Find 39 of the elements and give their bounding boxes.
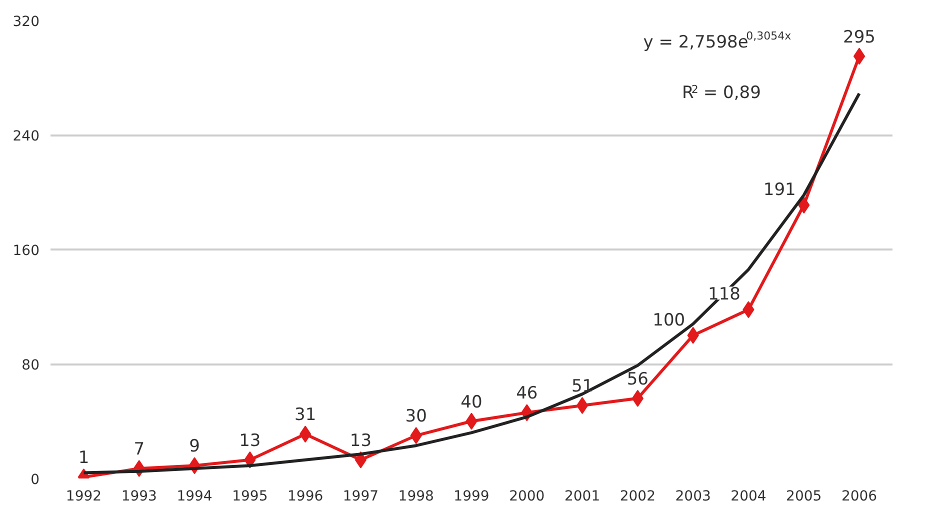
x-tick-label: 2002 xyxy=(620,488,656,504)
data-label: 46 xyxy=(516,384,538,404)
data-label: 1 xyxy=(78,448,90,468)
x-tick-label: 2004 xyxy=(730,488,766,504)
y-tick-label: 80 xyxy=(22,358,40,374)
x-tick-label: 2000 xyxy=(509,488,545,504)
x-tick-label: 1998 xyxy=(398,488,434,504)
y-tick-label: 0 xyxy=(30,472,40,488)
y-tick-label: 240 xyxy=(12,128,40,144)
data-label: 7 xyxy=(134,439,145,460)
data-label: 51 xyxy=(571,376,594,397)
point xyxy=(299,426,312,443)
x-tick-label: 1996 xyxy=(288,488,324,504)
y-tick-label: 160 xyxy=(12,243,40,259)
x-tick-label: 1993 xyxy=(121,488,157,504)
x-tick-label: 2005 xyxy=(786,488,822,504)
data-label: 31 xyxy=(294,405,316,426)
data-label: 191 xyxy=(763,180,796,200)
data-label: 9 xyxy=(189,436,200,457)
x-tick-label: 2006 xyxy=(841,488,878,504)
x-tick-label: 1994 xyxy=(176,488,212,504)
data-label: 295 xyxy=(843,27,876,48)
x-tick-label: 1992 xyxy=(66,488,102,504)
data-label: 56 xyxy=(626,369,649,390)
data-label: 118 xyxy=(708,284,740,305)
x-tick-label: 2003 xyxy=(675,488,711,504)
y-tick-label: 320 xyxy=(12,14,40,30)
data-label: 30 xyxy=(405,406,427,427)
point xyxy=(632,390,644,407)
data-label: 100 xyxy=(652,310,686,330)
point xyxy=(576,397,588,414)
data-label: 13 xyxy=(239,430,261,451)
x-tick-label: 1995 xyxy=(232,488,268,504)
data-label: 40 xyxy=(460,392,482,412)
data-label: 13 xyxy=(350,430,372,451)
x-tick-label: 1997 xyxy=(342,488,379,504)
point xyxy=(853,48,866,65)
x-tick-label: 1999 xyxy=(454,488,490,504)
x-tick-label: 2001 xyxy=(564,488,600,504)
